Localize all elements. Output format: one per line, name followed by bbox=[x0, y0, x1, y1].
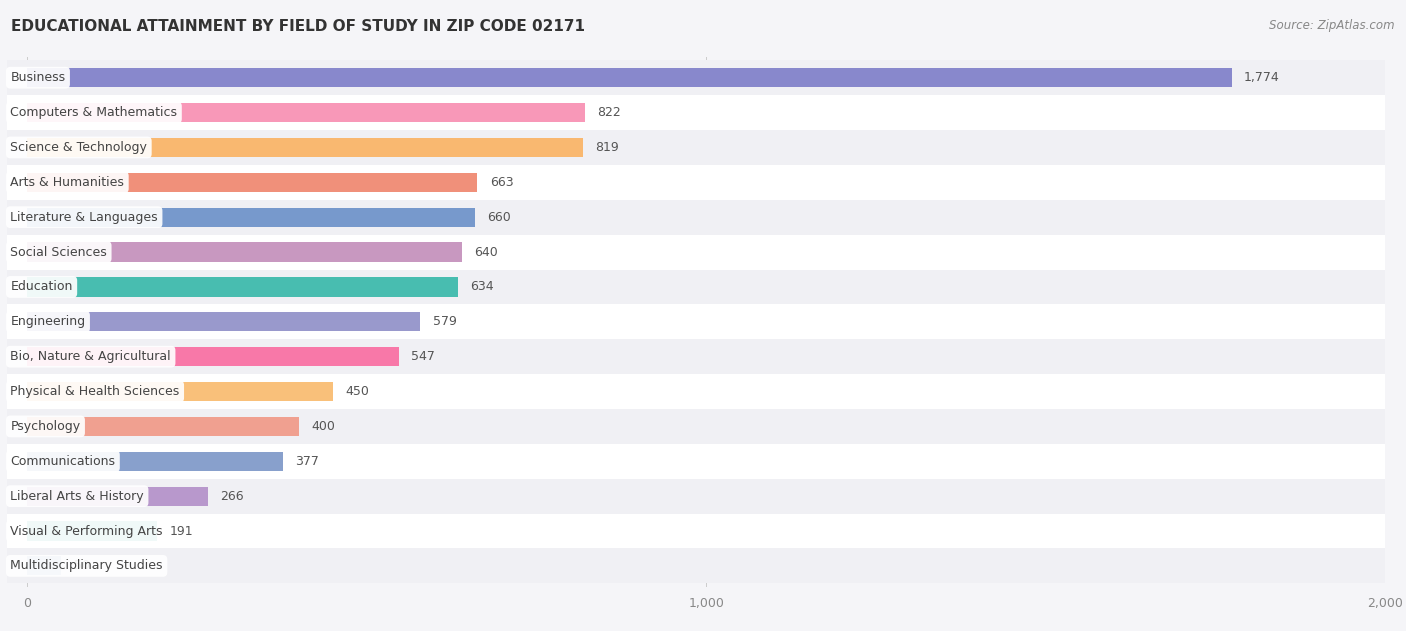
Text: 663: 663 bbox=[489, 176, 513, 189]
Bar bbox=[7, 479, 1385, 514]
Bar bbox=[27, 521, 157, 541]
Text: Source: ZipAtlas.com: Source: ZipAtlas.com bbox=[1270, 19, 1395, 32]
Text: Psychology: Psychology bbox=[10, 420, 80, 433]
Bar bbox=[7, 235, 1385, 269]
Text: Science & Technology: Science & Technology bbox=[10, 141, 148, 154]
Bar bbox=[27, 417, 299, 436]
Bar bbox=[7, 339, 1385, 374]
Text: 400: 400 bbox=[311, 420, 335, 433]
Bar bbox=[27, 173, 478, 192]
Bar bbox=[7, 95, 1385, 130]
Bar bbox=[27, 208, 475, 227]
Bar bbox=[27, 347, 399, 366]
Bar bbox=[27, 487, 208, 506]
Text: 819: 819 bbox=[596, 141, 619, 154]
Text: Computers & Mathematics: Computers & Mathematics bbox=[10, 106, 177, 119]
Bar bbox=[7, 200, 1385, 235]
Text: 822: 822 bbox=[598, 106, 621, 119]
Bar bbox=[27, 138, 583, 157]
Text: Business: Business bbox=[10, 71, 66, 84]
Bar bbox=[7, 409, 1385, 444]
Bar bbox=[27, 557, 62, 575]
Text: Literature & Languages: Literature & Languages bbox=[10, 211, 157, 224]
Text: Physical & Health Sciences: Physical & Health Sciences bbox=[10, 385, 180, 398]
Text: Visual & Performing Arts: Visual & Performing Arts bbox=[10, 524, 163, 538]
Text: 547: 547 bbox=[411, 350, 434, 363]
Bar bbox=[7, 269, 1385, 304]
Bar bbox=[27, 382, 333, 401]
Text: 660: 660 bbox=[488, 211, 512, 224]
Bar bbox=[27, 242, 461, 262]
Text: 50: 50 bbox=[73, 560, 90, 572]
Text: 266: 266 bbox=[221, 490, 243, 503]
Bar bbox=[7, 130, 1385, 165]
Bar bbox=[27, 103, 585, 122]
Text: 579: 579 bbox=[433, 316, 457, 328]
Text: 191: 191 bbox=[169, 524, 193, 538]
Text: Social Sciences: Social Sciences bbox=[10, 245, 107, 259]
Bar bbox=[27, 278, 458, 297]
Text: Multidisciplinary Studies: Multidisciplinary Studies bbox=[10, 560, 163, 572]
Text: Communications: Communications bbox=[10, 455, 115, 468]
Bar bbox=[27, 452, 283, 471]
Text: Arts & Humanities: Arts & Humanities bbox=[10, 176, 124, 189]
Text: EDUCATIONAL ATTAINMENT BY FIELD OF STUDY IN ZIP CODE 02171: EDUCATIONAL ATTAINMENT BY FIELD OF STUDY… bbox=[11, 19, 585, 34]
Bar bbox=[27, 312, 420, 331]
Text: Education: Education bbox=[10, 280, 73, 293]
Text: Liberal Arts & History: Liberal Arts & History bbox=[10, 490, 143, 503]
Text: Bio, Nature & Agricultural: Bio, Nature & Agricultural bbox=[10, 350, 172, 363]
Text: Engineering: Engineering bbox=[10, 316, 86, 328]
Text: 634: 634 bbox=[470, 280, 494, 293]
Bar bbox=[7, 165, 1385, 200]
Bar bbox=[7, 548, 1385, 583]
Bar bbox=[27, 68, 1232, 87]
Text: 1,774: 1,774 bbox=[1244, 71, 1279, 84]
Text: 450: 450 bbox=[344, 385, 368, 398]
Bar bbox=[7, 514, 1385, 548]
Bar bbox=[7, 444, 1385, 479]
Text: 640: 640 bbox=[474, 245, 498, 259]
Text: 377: 377 bbox=[295, 455, 319, 468]
Bar bbox=[7, 61, 1385, 95]
Bar bbox=[7, 374, 1385, 409]
Bar bbox=[7, 304, 1385, 339]
